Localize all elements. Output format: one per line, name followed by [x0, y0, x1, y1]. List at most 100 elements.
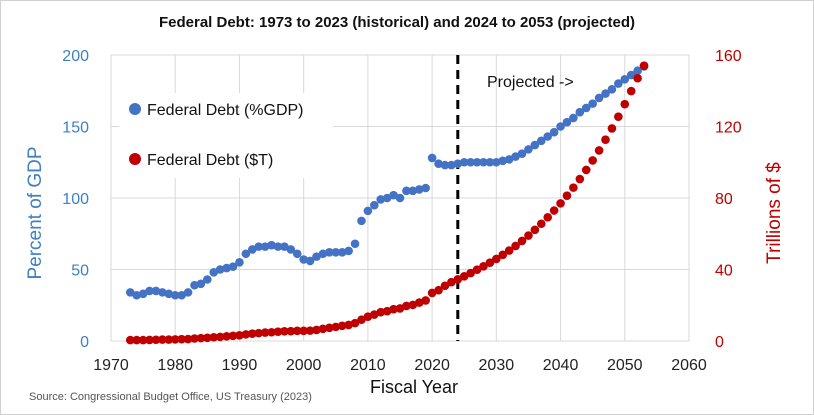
gdp-point — [414, 185, 424, 194]
trillions-point — [145, 335, 154, 345]
gdp-point — [562, 117, 572, 127]
trillions-point — [601, 135, 610, 145]
legend-label-gdp: Federal Debt (%GDP) — [147, 102, 304, 119]
gdp-point — [325, 248, 334, 257]
gdp-point — [138, 289, 148, 299]
y-right-tick-label: 0 — [715, 334, 724, 351]
x-tick-label: 2000 — [286, 357, 322, 374]
series-gdp-points — [125, 62, 649, 300]
gdp-point — [453, 159, 463, 168]
trillions-point — [389, 304, 398, 314]
trillions-point — [235, 330, 244, 340]
gdp-point — [267, 240, 276, 250]
y-right-tick-label: 160 — [715, 48, 742, 65]
y-right-tick-label: 40 — [715, 263, 733, 280]
gdp-point — [498, 156, 508, 166]
y-left-tick-label: 200 — [62, 48, 89, 65]
trillions-point — [158, 335, 167, 344]
trillions-point — [196, 333, 206, 343]
trillions-point — [132, 335, 141, 345]
trillions-point — [511, 241, 520, 251]
trillions-point — [620, 99, 630, 109]
gdp-point — [556, 122, 565, 131]
trillions-point — [325, 323, 334, 333]
trillions-point — [247, 329, 257, 338]
gdp-point — [331, 248, 341, 257]
gdp-point — [370, 200, 379, 210]
gdp-point — [215, 265, 225, 274]
gdp-point — [427, 153, 437, 163]
trillions-point — [280, 327, 289, 336]
gdp-point — [273, 242, 283, 251]
gdp-point — [511, 152, 520, 161]
trillions-point — [504, 246, 514, 255]
gdp-point — [177, 290, 186, 300]
gdp-point — [363, 206, 373, 216]
gdp-point — [376, 195, 386, 204]
trillions-point — [376, 307, 386, 317]
gdp-point — [203, 275, 212, 284]
legend-label-trillions: Federal Debt ($T) — [147, 152, 273, 169]
gdp-point — [504, 155, 514, 164]
gdp-point — [164, 289, 174, 299]
gdp-point — [440, 160, 450, 170]
gdp-point — [151, 286, 161, 296]
source-note: Source: Congressional Budget Office, US … — [29, 391, 312, 403]
trillions-point — [633, 73, 642, 83]
trillions-point — [498, 250, 508, 260]
trillions-point — [517, 236, 527, 246]
trillions-point — [492, 254, 501, 264]
gdp-point — [594, 93, 604, 103]
gdp-point — [492, 157, 501, 167]
trillions-point — [331, 322, 341, 332]
gdp-point — [125, 288, 135, 297]
y-left-tick-label: 100 — [62, 191, 89, 208]
y-right-tick-label: 80 — [715, 191, 733, 208]
trillions-point — [215, 332, 225, 342]
trillions-point — [228, 331, 238, 341]
gdp-point — [459, 157, 469, 167]
trillions-point — [337, 321, 347, 331]
trillions-point — [581, 165, 591, 175]
trillions-point — [588, 156, 597, 165]
trillions-point — [607, 124, 617, 133]
gdp-point — [318, 249, 328, 259]
gdp-point — [344, 246, 353, 256]
x-tick-label: 2050 — [607, 357, 643, 374]
gdp-point — [626, 70, 636, 80]
gdp-point — [421, 183, 430, 193]
gdp-point — [607, 85, 617, 94]
x-tick-labels: 1970 1980 1990 2000 2010 2020 2030 2040 2050 2060 — [93, 357, 707, 374]
trillions-point — [575, 174, 585, 184]
gridlines — [110, 54, 690, 342]
trillions-point — [639, 61, 649, 71]
trillions-point — [273, 327, 283, 337]
gdp-point — [601, 89, 610, 98]
gdp-point — [536, 136, 546, 146]
gdp-point — [228, 262, 238, 271]
x-tick-label: 1990 — [222, 357, 258, 374]
gdp-point — [581, 103, 591, 113]
trillions-point — [466, 268, 475, 278]
y-left-tick-label: 50 — [71, 263, 89, 280]
gdp-point — [305, 256, 315, 266]
x-tick-label: 1970 — [93, 357, 129, 374]
trillions-point — [286, 326, 296, 336]
trillions-point — [170, 335, 180, 344]
trillions-point — [260, 328, 270, 337]
gdp-point — [209, 268, 219, 277]
y-left-tick-label: 150 — [62, 120, 89, 137]
trillions-point — [222, 332, 231, 341]
gdp-point — [235, 258, 244, 267]
gdp-point — [569, 113, 578, 123]
trillions-point — [459, 271, 469, 281]
trillions-point — [440, 281, 450, 291]
gdp-point — [312, 252, 321, 261]
gdp-point — [350, 239, 360, 249]
trillions-point — [177, 334, 186, 344]
gdp-point — [132, 290, 141, 300]
gdp-point — [145, 286, 154, 296]
trillions-point — [125, 335, 135, 345]
x-tick-label: 2020 — [414, 357, 450, 374]
trillions-point — [562, 191, 572, 200]
